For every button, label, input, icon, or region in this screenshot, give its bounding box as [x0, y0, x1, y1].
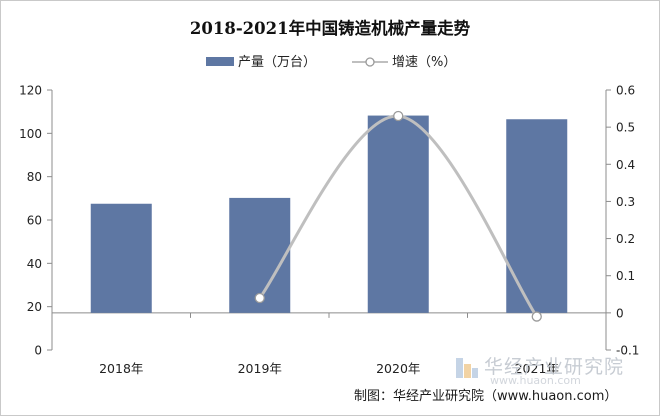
x-tick-label: 2021年: [515, 361, 559, 376]
y-right-tick-label: 0: [616, 306, 624, 320]
bar: [367, 115, 429, 313]
y-left-tick-label: 20: [27, 300, 42, 314]
legend-line-marker: [365, 57, 375, 67]
y-right-tick-label: 0.6: [616, 84, 635, 98]
legend-bar-swatch: [206, 57, 234, 66]
y-left-tick-label: 60: [27, 214, 42, 228]
y-right-tick-label: 0.5: [616, 121, 635, 135]
y-right-tick-label: 0.4: [616, 158, 635, 172]
bar: [90, 203, 152, 313]
y-left-tick-label: 120: [19, 84, 42, 98]
x-tick-labels: 2018年 2019年 2020年 2021年: [99, 361, 559, 376]
y-right-tick-label: 0.2: [616, 232, 635, 246]
bar: [506, 119, 568, 313]
watermark: 华经产业研究院 www.huaon.com: [448, 352, 648, 387]
y-right-tick-label: 0.3: [616, 195, 635, 209]
y-left-tick-label: 0: [34, 344, 42, 358]
y-left-tick-label: 40: [27, 257, 42, 271]
watermark-text: 华经产业研究院: [484, 356, 625, 378]
y-left-tick-label: 100: [19, 127, 42, 141]
legend-bar-label: 产量（万台）: [238, 55, 316, 70]
legend-line-label: 增速（%）: [392, 55, 456, 70]
y-right-tick-label: -0.1: [616, 344, 639, 358]
growth-point: [254, 292, 265, 304]
legend: 产量（万台） 增速（%）: [206, 55, 456, 70]
source-note: 制图：华经产业研究院（www.huaon.com）: [354, 389, 618, 404]
x-tick-label: 2019年: [238, 361, 282, 376]
line-series: [254, 110, 542, 322]
watermark-logo-icon: [456, 358, 478, 378]
growth-point: [531, 311, 542, 322]
x-tick-label: 2020年: [376, 361, 420, 376]
x-tick-label: 2018年: [99, 361, 143, 376]
chart-title: 2018-2021年中国铸造机械产量走势: [190, 18, 471, 38]
bar-series: [90, 115, 568, 313]
y-left-tick-label: 80: [27, 170, 42, 184]
y-right-tick-label: 0.1: [616, 269, 635, 283]
watermark-url: www.huaon.com: [490, 374, 581, 387]
growth-point: [393, 110, 404, 122]
